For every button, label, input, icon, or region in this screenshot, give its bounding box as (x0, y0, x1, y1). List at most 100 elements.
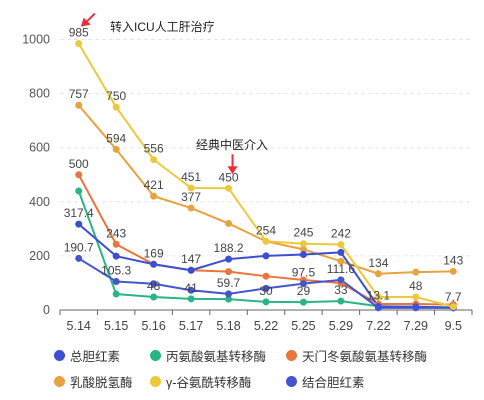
data-point (337, 248, 345, 256)
x-tick-label: 5.18 (216, 319, 240, 333)
data-label: 33 (334, 283, 348, 297)
data-point (75, 101, 83, 109)
legend-label: 天门冬氨酸氨基转移酶 (302, 350, 428, 364)
legend-item-alt[interactable]: 丙氨酸氨基转移酶 (150, 346, 266, 365)
y-tick-label: 600 (29, 141, 50, 155)
data-point (262, 252, 270, 260)
data-label: 985 (69, 26, 89, 40)
data-label: 29 (297, 284, 311, 298)
legend-item-ast[interactable]: 天门冬氨酸氨基转移酶 (286, 346, 427, 365)
legend-label: 乳酸脱氢酶 (70, 376, 133, 390)
data-point (75, 187, 83, 195)
data-point (187, 184, 195, 192)
data-point (374, 293, 382, 301)
data-point (225, 219, 233, 227)
legend-dot (54, 376, 65, 387)
data-label: 48 (409, 279, 423, 293)
data-point (150, 192, 158, 200)
data-point (412, 293, 420, 301)
y-tick-label: 800 (29, 87, 50, 101)
data-point (225, 268, 233, 276)
data-label: 143 (443, 253, 463, 267)
data-label: 97.5 (292, 266, 316, 280)
data-point (75, 254, 83, 262)
legend-item-ldh[interactable]: 乳酸脱氢酶 (54, 372, 133, 391)
data-point (374, 270, 382, 278)
x-tick-label: 5.14 (67, 319, 91, 333)
data-label: 48 (147, 279, 161, 293)
data-label: 242 (331, 227, 351, 241)
data-point (449, 267, 457, 275)
data-point (299, 240, 307, 248)
data-point (225, 184, 233, 192)
legend-item-ggt[interactable]: γ-谷氨酰转移酶 (150, 372, 251, 391)
x-tick-label: 5.15 (104, 319, 128, 333)
data-label: 594 (106, 131, 126, 145)
data-point (449, 303, 457, 311)
data-label: 41 (184, 281, 198, 295)
data-point (262, 237, 270, 245)
x-tick-label: 5.16 (141, 319, 165, 333)
data-point (299, 298, 307, 306)
data-label: 111.6 (327, 262, 356, 276)
data-label: 421 (144, 178, 164, 192)
data-point (150, 156, 158, 164)
data-label: 450 (219, 170, 239, 184)
data-point (112, 240, 120, 248)
data-point (337, 257, 345, 265)
y-tick-label: 400 (29, 195, 50, 209)
data-label: 254 (256, 223, 276, 237)
y-tick-label: 0 (43, 303, 50, 317)
data-label: 147 (181, 252, 201, 266)
x-tick-label: 9.5 (445, 319, 462, 333)
legend-label: 结合胆红素 (302, 376, 365, 390)
x-tick-label: 5.29 (329, 319, 353, 333)
legend-dot (150, 350, 161, 361)
legend-label: γ-谷氨酰转移酶 (166, 376, 252, 390)
annotation-icu: 转入ICU人工肝治疗 (110, 20, 215, 34)
data-label: 243 (106, 226, 126, 240)
legend-label: 总胆红素 (70, 350, 121, 364)
x-tick-label: 5.17 (179, 319, 203, 333)
data-point (75, 171, 83, 179)
x-tick-label: 5.25 (291, 319, 315, 333)
data-point (112, 103, 120, 111)
data-point (187, 204, 195, 212)
legend-dot (286, 350, 297, 361)
data-point (75, 220, 83, 228)
data-label: 13.1 (367, 288, 391, 302)
data-label: 750 (106, 89, 126, 103)
data-point (225, 290, 233, 298)
legend-dot (286, 376, 297, 387)
data-label: 169 (144, 246, 164, 260)
data-label: 134 (368, 256, 388, 270)
data-point (112, 290, 120, 298)
data-point (374, 304, 382, 312)
data-label: 556 (144, 142, 164, 156)
data-point (262, 298, 270, 306)
data-point (262, 284, 270, 292)
data-point (412, 304, 420, 312)
data-label: 190.7 (64, 240, 94, 254)
data-point (150, 293, 158, 301)
x-tick-label: 7.22 (366, 319, 390, 333)
data-point (187, 266, 195, 274)
legend-item-direct-bilirubin[interactable]: 结合胆红素 (286, 372, 365, 391)
x-tick-label: 5.22 (254, 319, 278, 333)
y-tick-label: 1000 (22, 33, 50, 47)
data-point (412, 268, 420, 276)
data-label: 451 (181, 170, 201, 184)
data-label: 30 (259, 284, 273, 298)
data-label: 500 (69, 157, 89, 171)
data-point (150, 260, 158, 268)
data-point (337, 276, 345, 284)
data-label: 317.4 (64, 206, 94, 220)
legend-item-total-bilirubin[interactable]: 总胆红素 (54, 346, 120, 365)
data-label: 105.3 (101, 264, 131, 278)
data-point (150, 280, 158, 288)
y-tick-label: 200 (29, 249, 50, 263)
data-point (112, 145, 120, 153)
x-tick-label: 7.29 (404, 319, 428, 333)
